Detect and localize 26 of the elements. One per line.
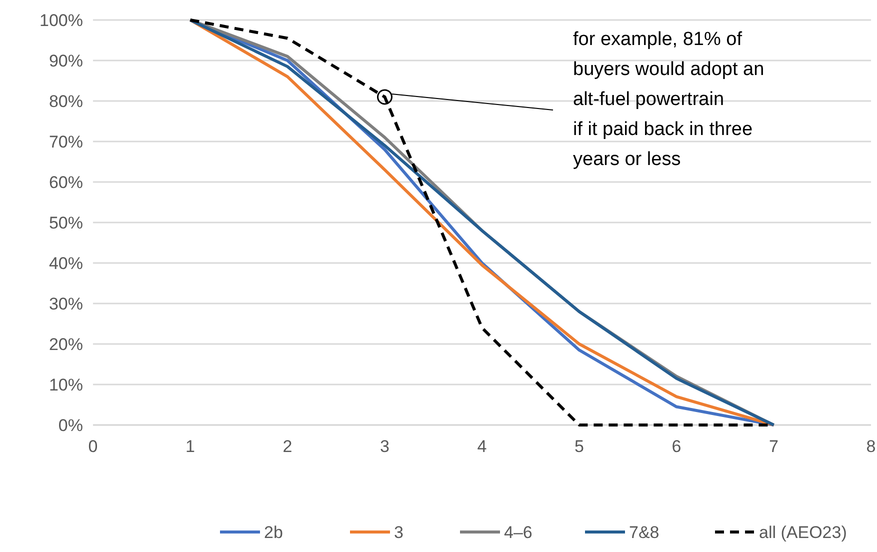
legend-label: 2b [264, 522, 283, 542]
annotation: for example, 81% of buyers would adopt an alt-fuel powertrain if it paid back in three years or less [573, 29, 764, 170]
y-tick-label: 20% [48, 334, 83, 354]
legend-label: 7&8 [629, 522, 660, 542]
x-tick-label: 1 [186, 437, 195, 456]
y-tick-label: 100% [40, 10, 83, 30]
x-tick-label: 5 [574, 437, 584, 456]
y-tick-label: 60% [48, 172, 83, 192]
legend-label: all (AEO23) [759, 522, 847, 542]
y-tick-label: 70% [48, 132, 83, 152]
x-tick-label: 4 [477, 437, 487, 456]
y-tick-label: 90% [48, 51, 83, 70]
y-tick-label: 30% [48, 294, 83, 314]
y-tick-label: 50% [48, 213, 83, 232]
x-tick-label: 7 [769, 437, 778, 456]
x-tick-label: 6 [672, 437, 682, 456]
y-tick-label: 40% [48, 254, 83, 273]
y-tick-label: 0% [58, 416, 83, 435]
x-tick-label: 2 [282, 437, 292, 456]
y-tick-label: 10% [48, 375, 83, 394]
legend-label: 3 [394, 522, 404, 542]
x-tick-label: 8 [866, 437, 876, 456]
y-tick-label: 80% [48, 92, 83, 111]
x-tick-label: 0 [88, 437, 98, 456]
legend-label: 4–6 [504, 522, 532, 542]
x-tick-label: 3 [380, 437, 390, 456]
